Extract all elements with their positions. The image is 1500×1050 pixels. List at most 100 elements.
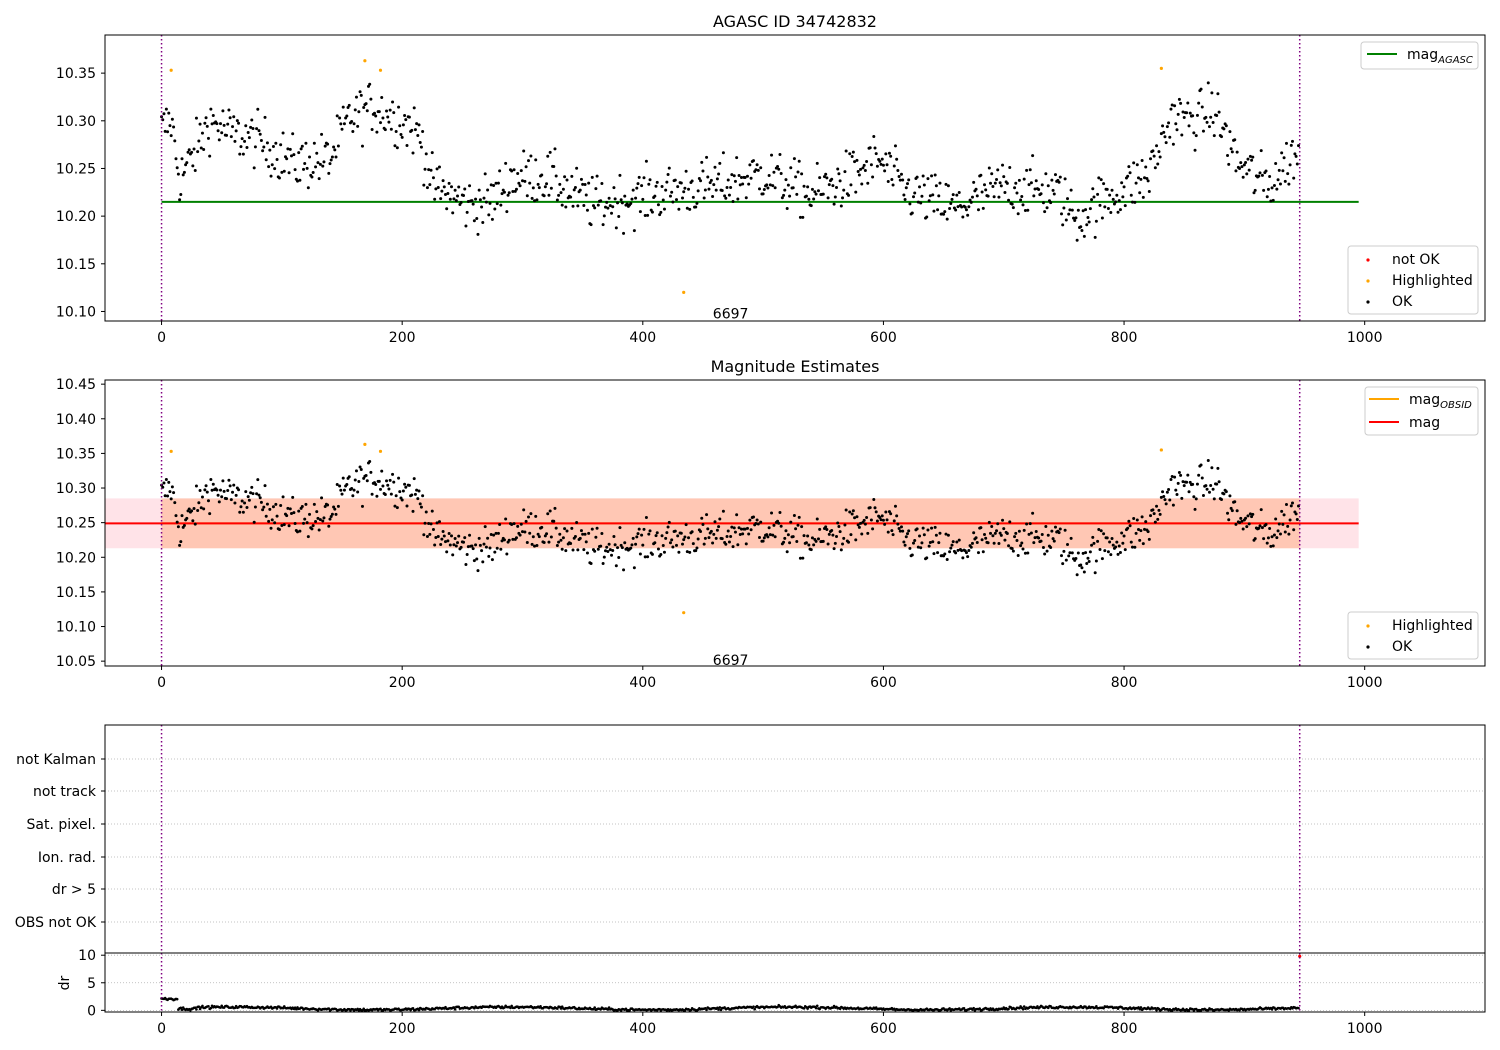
ok-point-841 (1171, 142, 1175, 146)
estimate-ok-point-587 (866, 531, 870, 535)
estimate-ok-point-803 (1126, 526, 1130, 530)
estimate-ok-point-691 (991, 534, 995, 538)
estimate-ok-point-123 (308, 512, 312, 516)
estimate-ok-point-483 (741, 532, 745, 536)
estimate-ok-point-696 (997, 541, 1001, 545)
estimate-ok-point-193 (392, 480, 396, 484)
estimate-ok-point-145 (334, 512, 338, 516)
ok-point-219 (423, 167, 427, 171)
estimate-ok-point-732 (1040, 533, 1044, 537)
estimate-ok-point-48 (217, 500, 221, 504)
legend-highlighted-marker (1366, 279, 1370, 283)
ok-point-16 (179, 193, 183, 197)
estimate-ok-point-881 (1220, 498, 1224, 502)
ok-point-749 (1061, 223, 1065, 227)
ok-point-808 (1132, 161, 1136, 165)
ok-point-90 (268, 148, 272, 152)
ok-point-357 (589, 223, 593, 227)
ok-point-509 (772, 170, 776, 174)
ok-point-773 (1090, 198, 1094, 202)
estimate-ok-point-240 (448, 543, 452, 547)
estimate-ok-point-810 (1134, 531, 1138, 535)
estimate-ok-point-625 (912, 541, 916, 545)
ok-point-901 (1244, 160, 1248, 164)
ok-point-644 (934, 184, 938, 188)
ok-point-656 (949, 201, 953, 205)
estimate-ok-point-645 (936, 551, 940, 555)
estimate-ok-point-390 (629, 546, 633, 550)
ok-point-444 (694, 205, 698, 209)
ok-point-660 (954, 208, 958, 212)
ok-point-330 (557, 193, 561, 197)
estimate-ok-point-633 (921, 526, 925, 530)
ok-point-138 (326, 142, 330, 146)
ok-point-900 (1242, 163, 1246, 167)
dr-point-704 (1007, 1007, 1010, 1011)
ok-point-723 (1029, 181, 1033, 185)
estimate-ok-point-538 (807, 543, 811, 547)
ok-point-236 (443, 193, 447, 197)
ok-point-282 (499, 203, 503, 207)
estimate-ok-point-397 (637, 527, 641, 531)
ok-point-438 (687, 187, 691, 191)
estimate-ok-point-644 (934, 533, 938, 537)
estimate-ok-point-804 (1127, 519, 1131, 523)
ok-point-252 (463, 187, 467, 191)
ok-point-705 (1008, 165, 1012, 169)
ok-point-591 (871, 175, 875, 179)
ok-point-515 (779, 171, 783, 175)
ok-point-498 (759, 166, 763, 170)
ok-point-240 (448, 197, 452, 201)
estimate-ok-point-813 (1138, 538, 1142, 542)
estimate-ok-point-268 (482, 542, 486, 546)
ok-point-772 (1088, 207, 1092, 211)
ok-point-558 (831, 184, 835, 188)
agasc-x-tick-label-1: 200 (389, 330, 416, 346)
estimate-ok-point-13 (175, 520, 179, 524)
dr-point-49 (219, 1006, 222, 1009)
estimate-ok-point-350 (581, 532, 585, 536)
estimate-ok-point-201 (401, 489, 405, 493)
ok-point-441 (690, 179, 694, 183)
ok-point-61 (233, 139, 237, 143)
ok-point-398 (638, 210, 642, 214)
estimate-ok-point-592 (872, 497, 876, 501)
estimate-ok-point-678 (975, 541, 979, 545)
ok-point-448 (699, 179, 703, 183)
ok-point-369 (604, 205, 608, 209)
estimate-ok-point-100 (280, 523, 284, 527)
ok-point-903 (1246, 157, 1250, 161)
estimate-ok-point-552 (824, 525, 828, 529)
ok-point-483 (741, 182, 745, 186)
estimate-ok-point-534 (802, 534, 806, 538)
estimate-ok-point-355 (587, 531, 591, 535)
ok-point-784 (1103, 205, 1107, 209)
estimate-ok-point-321 (546, 512, 550, 516)
estimate-ok-point-472 (727, 540, 731, 544)
estimate-ok-point-557 (830, 528, 834, 532)
ok-point-938 (1288, 163, 1292, 167)
ok-point-459 (712, 183, 716, 187)
estimate-ok-point-540 (809, 548, 813, 552)
estimate-ok-point-437 (685, 550, 689, 554)
estimate-ok-point-285 (502, 538, 506, 542)
estimate-ok-point-358 (590, 527, 594, 531)
estimate-ok-point-215 (418, 502, 422, 506)
estimate-ok-point-821 (1147, 537, 1151, 541)
estimate-ok-point-81 (257, 493, 261, 497)
ok-point-926 (1274, 161, 1278, 165)
ok-point-319 (543, 185, 547, 189)
estimate-ok-point-919 (1265, 541, 1269, 545)
ok-point-874 (1211, 120, 1215, 124)
estimate-ok-point-281 (498, 522, 502, 526)
dr-panel-marks (105, 953, 1485, 1012)
ok-point-304 (525, 194, 529, 198)
ok-point-700 (1002, 175, 1006, 179)
ok-point-266 (480, 205, 484, 209)
estimate-ok-point-231 (437, 520, 441, 524)
ok-point-620 (905, 182, 909, 186)
estimate-ok-point-188 (386, 483, 390, 487)
dr-x-tick-label-1: 200 (389, 1021, 416, 1037)
ok-point-367 (601, 223, 605, 227)
estimate-ok-point-266 (480, 549, 484, 553)
